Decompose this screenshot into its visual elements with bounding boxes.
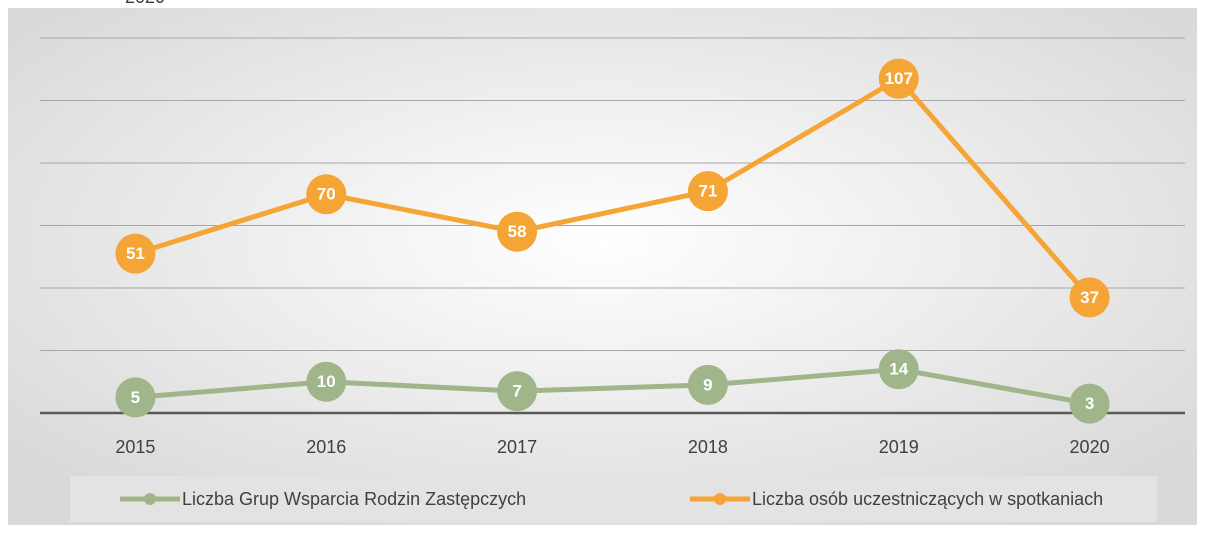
data-point [306,361,347,402]
data-point [115,233,156,274]
data-label: 37 [1080,288,1099,307]
data-point [497,211,538,252]
data-label: 5 [131,388,140,407]
legend-marker [714,493,726,505]
x-tick-label: 2020 [1070,437,1110,457]
x-tick-label: 2018 [688,437,728,457]
series-line [134,75,1092,300]
legend-label: Liczba osób uczestniczących w spotkaniac… [752,489,1103,509]
x-tick-label: 2015 [115,437,155,457]
data-point [1069,383,1110,424]
x-tick-label: 2019 [879,437,919,457]
data-label: 51 [126,244,145,263]
data-point [687,171,728,212]
data-label: 3 [1085,394,1094,413]
data-label: 14 [889,360,908,379]
data-point [878,58,919,99]
data-label: 70 [317,185,336,204]
legend-box [70,476,1157,522]
data-label: 7 [512,382,521,401]
data-label: 9 [703,375,712,394]
legend-marker [144,493,156,505]
data-point [1069,277,1110,318]
data-point [687,364,728,405]
legend-label: Liczba Grup Wsparcia Rodzin Zastępczych [182,489,526,509]
data-point [497,371,538,412]
data-point [115,377,156,418]
data-point [878,349,919,390]
data-label: 10 [317,372,336,391]
x-tick-label: 2017 [497,437,537,457]
chart-title: 2020 [125,0,165,7]
chart-background [8,8,1197,525]
x-tick-label: 2016 [306,437,346,457]
data-label: 71 [698,182,717,201]
data-label: 58 [508,222,527,241]
data-label: 107 [885,69,913,88]
data-point [306,174,347,215]
series-line [135,366,1091,407]
